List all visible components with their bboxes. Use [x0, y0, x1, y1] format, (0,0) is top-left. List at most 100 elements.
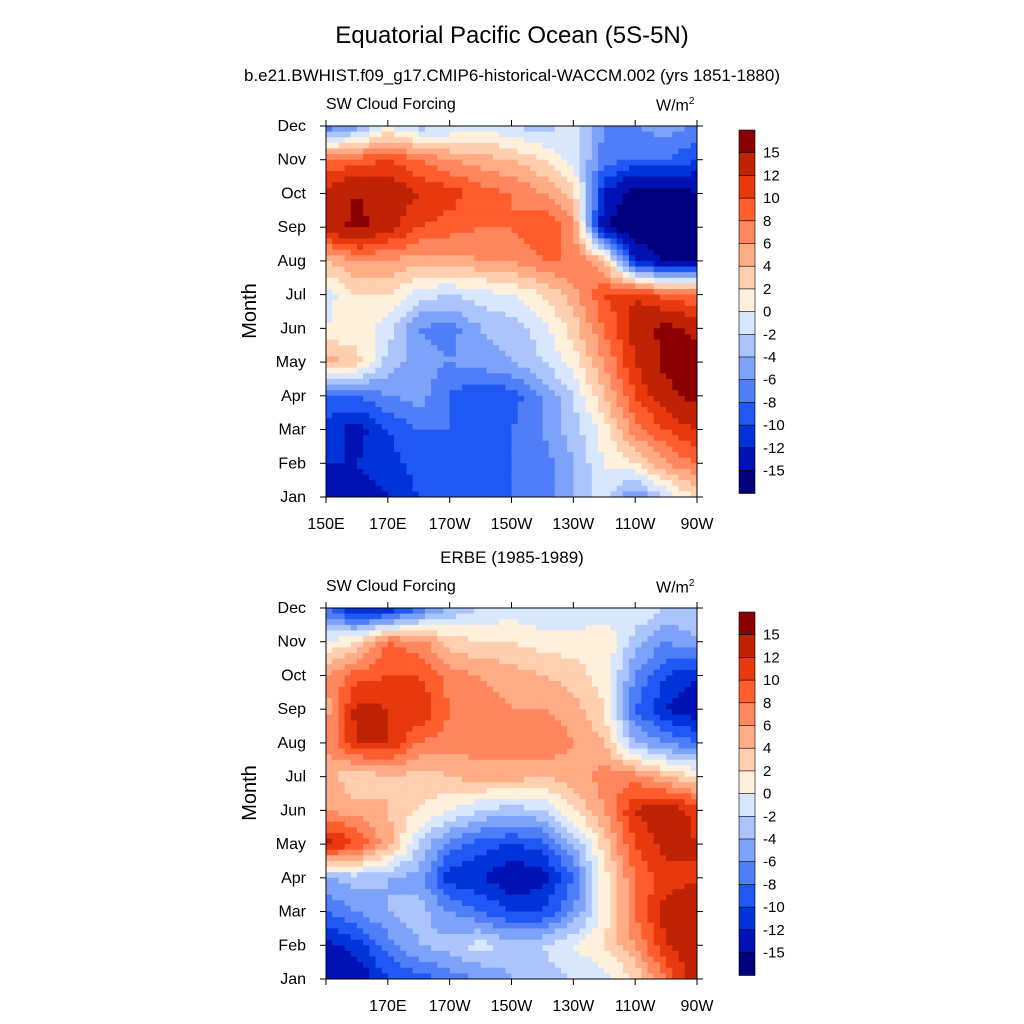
contour-cell: [641, 182, 649, 189]
contour-cell: [443, 624, 451, 632]
contour-cell: [492, 608, 500, 615]
contour-cell: [499, 356, 506, 363]
contour-cell: [387, 126, 395, 133]
contour-cell: [523, 378, 531, 386]
contour-cell: [356, 407, 364, 414]
contour-cell: [635, 418, 642, 425]
contour-cell: [424, 401, 432, 408]
contour-cell: [635, 378, 642, 386]
contour-cell: [542, 210, 550, 217]
contour-cell: [449, 429, 457, 436]
contour-cell: [567, 159, 574, 166]
contour-cell: [622, 608, 630, 615]
contour-cell: [560, 131, 568, 138]
contour-cell: [530, 199, 537, 206]
contour-cell: [542, 407, 550, 414]
contour-cell: [690, 159, 697, 166]
contour-cell: [505, 401, 513, 408]
contour-cell: [363, 159, 370, 166]
contour-cell: [443, 356, 451, 363]
contour-cell: [449, 283, 457, 290]
contour-cell: [406, 221, 414, 228]
y-tick-label: Dec: [278, 118, 306, 135]
contour-cell: [350, 480, 358, 487]
contour-cell: [536, 356, 544, 363]
x-tick-label: 150W: [491, 516, 534, 533]
contour-cell: [418, 390, 426, 397]
contour-cell: [641, 440, 649, 448]
contour-cell: [437, 356, 445, 363]
contour-cell: [455, 165, 463, 172]
contour-cell: [684, 215, 692, 223]
contour-cell: [375, 249, 383, 256]
contour-cell: [437, 322, 445, 329]
contour-cell: [653, 154, 661, 161]
contour-cell: [635, 322, 642, 329]
contour-cell: [548, 446, 556, 453]
contour-cell: [536, 154, 544, 161]
contour-cell: [684, 468, 692, 476]
contour-cell: [659, 328, 667, 335]
contour-cell: [536, 339, 544, 346]
contour-cell: [585, 423, 593, 431]
contour-cell: [462, 148, 469, 155]
contour-cell: [400, 339, 407, 346]
contour-cell: [610, 255, 618, 262]
contour-cell: [523, 215, 531, 223]
contour-cell: [455, 435, 463, 442]
contour-cell: [412, 480, 420, 487]
contour-cell: [684, 322, 692, 329]
contour-cell: [598, 204, 605, 211]
contour-cell: [375, 277, 383, 284]
contour-cell: [678, 652, 686, 660]
contour-cell: [517, 266, 525, 273]
contour-cell: [653, 148, 661, 155]
contour-cell: [474, 187, 482, 195]
contour-cell: [344, 624, 352, 632]
colorbar-label: -4: [763, 349, 776, 366]
contour-cell: [424, 339, 432, 346]
contour-cell: [573, 624, 581, 632]
contour-cell: [499, 199, 506, 206]
contour-cell: [412, 232, 420, 240]
contour-cell: [554, 238, 562, 245]
contour-cell: [523, 260, 531, 268]
contour-cell: [511, 446, 519, 453]
contour-cell: [431, 182, 438, 189]
contour-cell: [591, 182, 599, 189]
contour-cell: [369, 300, 377, 307]
contour-cell: [616, 658, 624, 665]
contour-cell: [579, 636, 587, 643]
contour-cell: [591, 681, 599, 688]
contour-cell: [579, 137, 587, 144]
contour-cell: [394, 407, 401, 414]
contour-cell: [505, 636, 513, 643]
contour-cell: [400, 266, 407, 273]
contour-cell: [554, 446, 562, 453]
contour-cell: [418, 373, 426, 380]
contour-cell: [653, 356, 661, 363]
contour-cell: [418, 283, 426, 290]
contour-cell: [690, 652, 697, 660]
contour-cell: [628, 317, 636, 324]
contour-cell: [591, 452, 599, 459]
contour-cell: [326, 142, 333, 150]
contour-cell: [363, 418, 370, 425]
contour-cell: [486, 227, 494, 234]
contour-cell: [573, 407, 581, 414]
contour-cell: [690, 664, 697, 671]
contour-cell: [492, 289, 500, 296]
contour-cell: [666, 345, 673, 352]
contour-cell: [468, 407, 475, 414]
contour-cell: [338, 176, 346, 183]
contour-cell: [536, 681, 544, 688]
contour-cell: [684, 170, 692, 178]
contour-cell: [418, 345, 426, 352]
contour-cell: [622, 480, 630, 487]
contour-cell: [659, 412, 667, 419]
contour-cell: [492, 390, 500, 397]
contour-cell: [449, 367, 457, 374]
contour-cell: [684, 266, 692, 273]
contour-cell: [338, 199, 346, 206]
contour-cell: [363, 317, 370, 324]
